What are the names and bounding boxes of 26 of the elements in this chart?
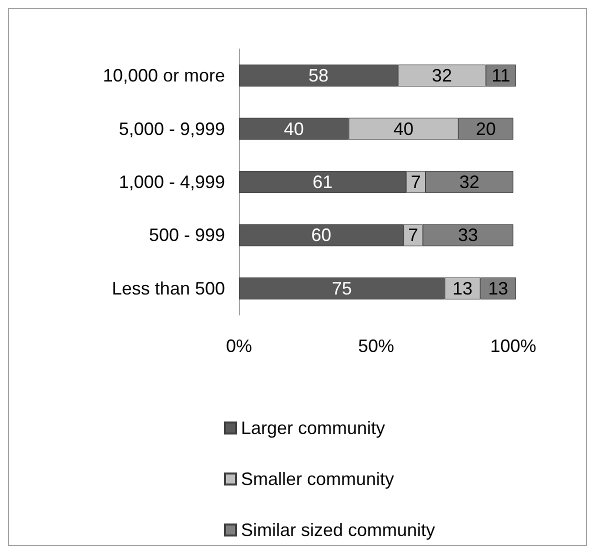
data-label: 13 [452, 278, 473, 298]
data-label: 58 [308, 66, 329, 86]
data-label: 33 [458, 225, 478, 246]
y-tick-label: 1,000 - 4,999 [118, 172, 225, 192]
legend-label: Larger community [241, 418, 386, 438]
data-label: 20 [476, 118, 496, 139]
legend-label: Similar sized community [241, 520, 436, 540]
data-label: 60 [311, 225, 332, 246]
data-label: 32 [432, 66, 452, 86]
y-tick-label: Less than 500 [112, 278, 225, 298]
data-label: 61 [312, 172, 333, 192]
data-label: 32 [459, 172, 480, 192]
data-label: 13 [488, 278, 508, 298]
data-label: 7 [408, 225, 418, 246]
y-tick-label: 5,000 - 9,999 [118, 118, 225, 139]
data-label: 7 [410, 172, 421, 192]
data-label: 40 [284, 118, 304, 139]
data-label: 11 [492, 66, 510, 86]
y-tick-label: 10,000 or more [102, 66, 225, 86]
x-tick-label: 100% [490, 336, 536, 356]
data-label: 75 [332, 278, 352, 298]
y-tick-label: 500 - 999 [148, 225, 225, 246]
x-tick-label: 50% [358, 336, 394, 356]
data-label: 40 [394, 118, 414, 139]
legend-label: Smaller community [241, 469, 394, 489]
x-tick-label: 0% [226, 336, 252, 356]
